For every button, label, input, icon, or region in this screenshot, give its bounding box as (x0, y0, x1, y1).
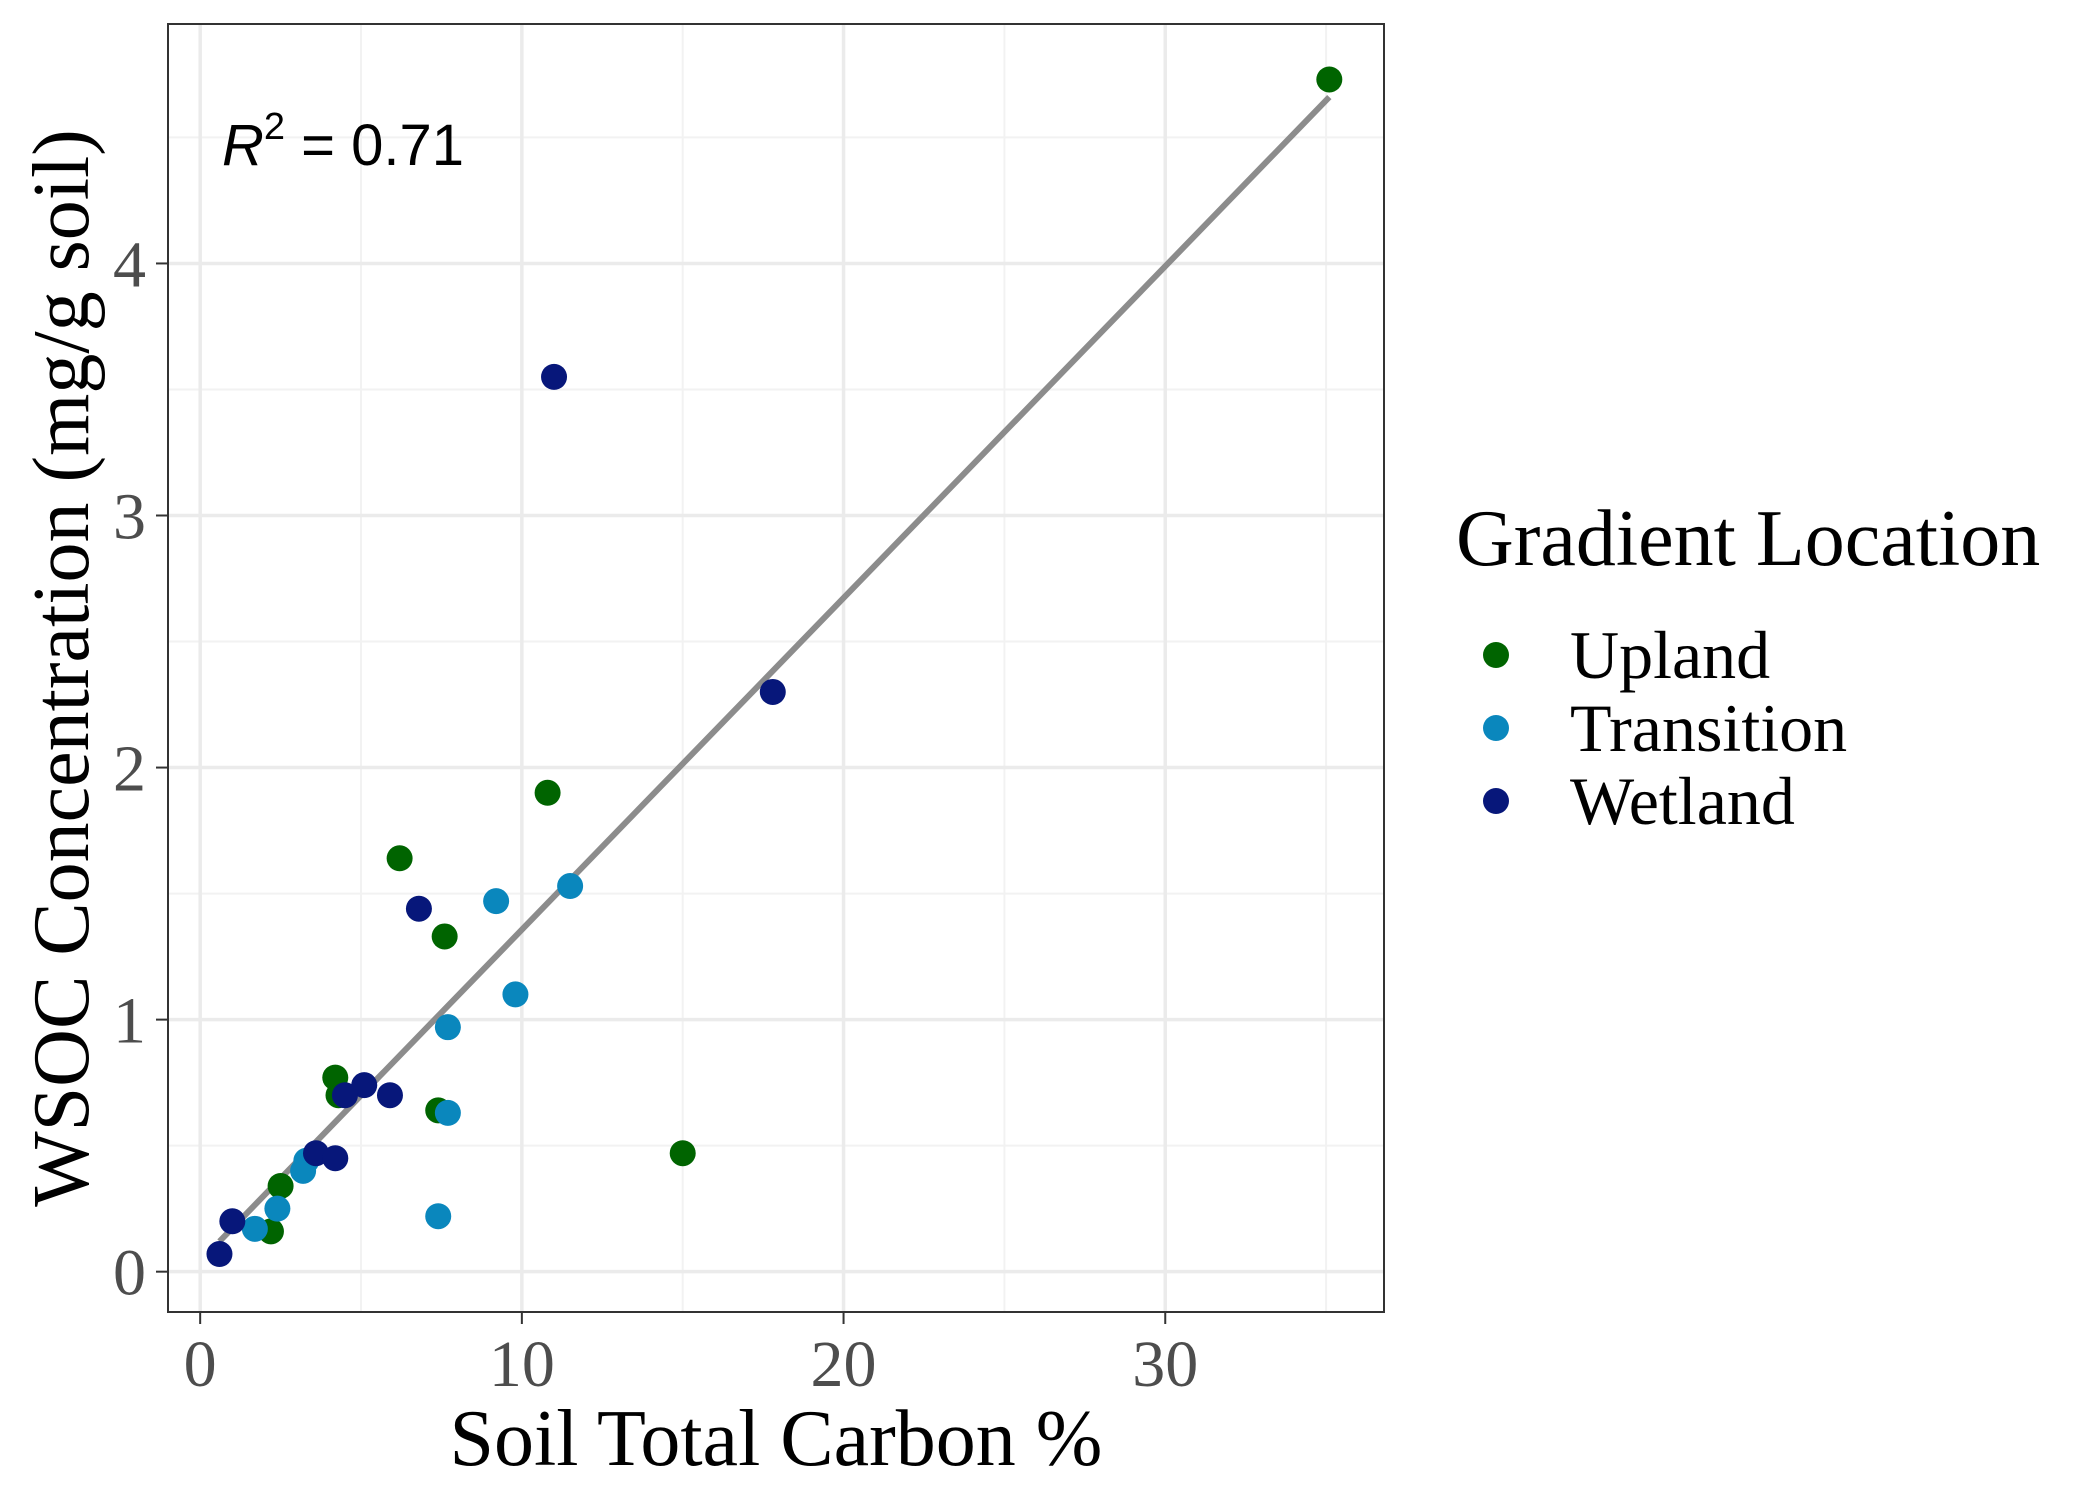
major-gridlines (168, 24, 1384, 1312)
legend-title: Gradient Location (1456, 495, 2040, 583)
x-tick-label: 10 (489, 1328, 555, 1401)
legend-key-wetland (1483, 788, 1509, 814)
y-tick-label: 2 (113, 733, 146, 806)
data-point-upland (267, 1172, 294, 1199)
data-point-upland (669, 1140, 696, 1167)
regression-line-group (217, 95, 1332, 1244)
data-point-upland (534, 779, 561, 806)
data-point-transition (557, 873, 584, 900)
data-point-wetland (322, 1145, 349, 1172)
data-point-transition (425, 1203, 452, 1230)
data-point-wetland (405, 895, 432, 922)
legend-label-upland: Upland (1570, 617, 1770, 693)
y-tick-label: 3 (113, 481, 146, 554)
minor-gridlines (168, 24, 1384, 1312)
annotation-r-value: = 0.71 (285, 113, 464, 178)
data-point-wetland (541, 363, 568, 390)
legend-key-transition (1483, 715, 1509, 741)
y-tick-label: 1 (113, 985, 146, 1058)
annotation-r-squared: R2 = 0.71 (222, 106, 464, 178)
x-axis-title: Soil Total Carbon % (450, 1395, 1103, 1483)
legend-key-upland (1483, 642, 1509, 668)
y-tick-label: 4 (113, 228, 146, 301)
panel-border (167, 23, 1385, 1313)
data-point-transition (434, 1014, 461, 1041)
x-axis-ticks: 0 10 20 30 (184, 1312, 1198, 1401)
legend-label-transition: Transition (1570, 690, 1847, 766)
data-point-transition (434, 1099, 461, 1126)
data-point-wetland (759, 678, 786, 705)
x-tick-label: 0 (184, 1328, 217, 1401)
y-axis-title: WSOC Concentration (mg/g soil) (18, 129, 106, 1207)
data-point-upland (1316, 66, 1343, 93)
data-point-transition (483, 888, 510, 915)
data-point-wetland (219, 1208, 246, 1235)
annotation-r-exponent: 2 (264, 106, 285, 148)
data-point-transition (502, 981, 529, 1008)
regression-line (217, 95, 1332, 1244)
x-tick-label: 20 (811, 1328, 877, 1401)
data-point-upland (431, 923, 458, 950)
data-point-wetland (206, 1241, 233, 1268)
data-points (206, 66, 1343, 1268)
y-axis-ticks: 0 1 2 3 4 (113, 228, 168, 1310)
x-tick-label: 30 (1132, 1328, 1198, 1401)
annotation-r-letter: R (222, 113, 264, 178)
legend-label-wetland: Wetland (1570, 763, 1795, 839)
data-point-wetland (331, 1082, 358, 1109)
legend: Gradient Location UplandTransitionWetlan… (1456, 495, 2040, 839)
data-point-wetland (351, 1072, 378, 1099)
data-point-upland (386, 845, 413, 872)
y-tick-label: 0 (113, 1237, 146, 1310)
data-point-wetland (376, 1082, 403, 1109)
data-point-transition (241, 1215, 268, 1242)
data-point-transition (264, 1195, 291, 1222)
